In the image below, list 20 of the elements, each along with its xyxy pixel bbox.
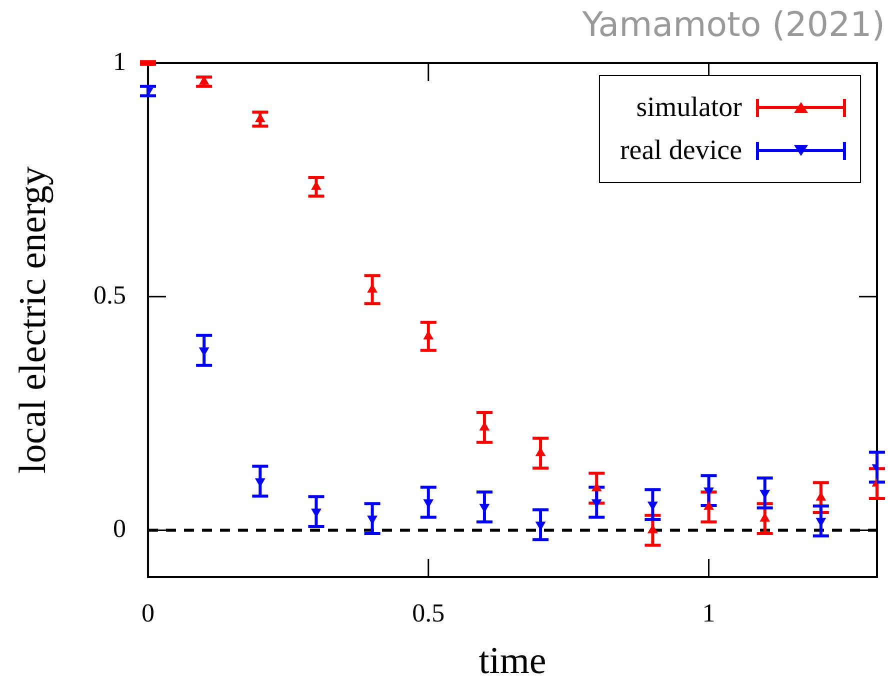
legend-label: simulator	[636, 92, 742, 124]
point	[424, 499, 434, 508]
x-tick-label: 0.5	[412, 598, 445, 628]
point	[592, 499, 602, 508]
text: Yamamoto (2021)	[581, 4, 885, 45]
point	[255, 114, 265, 122]
point	[816, 518, 826, 526]
x-tick-label: 0	[142, 598, 154, 628]
y-tick-label: 0.5	[94, 280, 126, 310]
legend-label: real device	[620, 134, 742, 166]
point	[760, 490, 770, 498]
x-tick-label: 1	[702, 598, 716, 628]
y-tick-label: 1	[113, 46, 126, 76]
point	[480, 504, 490, 512]
y-axis-title: local electric energy	[12, 166, 54, 474]
y-tick-label: 0	[113, 514, 126, 544]
point	[199, 347, 209, 356]
x-axis-title: time	[478, 640, 546, 682]
point	[367, 284, 378, 293]
point	[255, 478, 265, 487]
